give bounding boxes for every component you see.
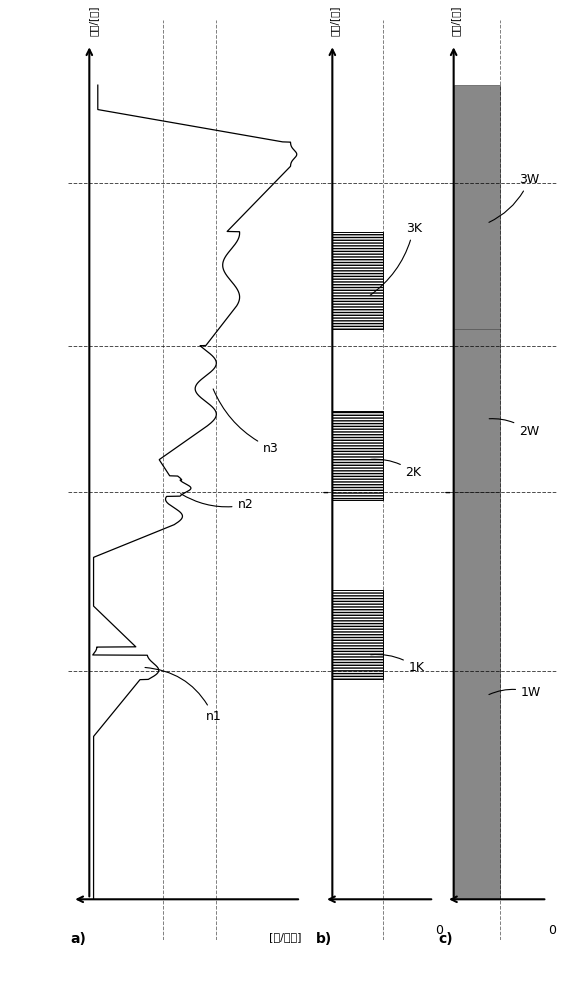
Text: n2: n2	[181, 494, 253, 511]
Text: 时间/[秒]: 时间/[秒]	[89, 6, 99, 36]
Text: n3: n3	[213, 389, 279, 455]
Text: 1W: 1W	[489, 686, 541, 699]
Text: 2W: 2W	[489, 419, 540, 438]
Text: 3W: 3W	[489, 173, 540, 222]
Text: 1K: 1K	[371, 654, 425, 674]
Text: 0: 0	[435, 924, 443, 937]
Bar	[454, 85, 500, 329]
Bar	[332, 232, 383, 329]
Bar	[454, 329, 500, 492]
Text: 2K: 2K	[371, 459, 421, 479]
Text: 3K: 3K	[370, 222, 421, 295]
Bar	[454, 492, 500, 899]
Text: 0: 0	[548, 924, 556, 937]
Bar	[332, 590, 383, 679]
Text: -: -	[444, 483, 450, 501]
Bar	[332, 411, 383, 500]
Text: 时间/[秒]: 时间/[秒]	[450, 6, 461, 36]
Text: -: -	[322, 483, 328, 501]
Text: a): a)	[70, 932, 86, 946]
Text: [転/分钟]: [転/分钟]	[269, 932, 301, 942]
Text: b): b)	[316, 932, 332, 946]
Text: n1: n1	[145, 667, 222, 723]
Text: 时间/[秒]: 时间/[秒]	[329, 6, 340, 36]
Text: c): c)	[438, 932, 453, 946]
